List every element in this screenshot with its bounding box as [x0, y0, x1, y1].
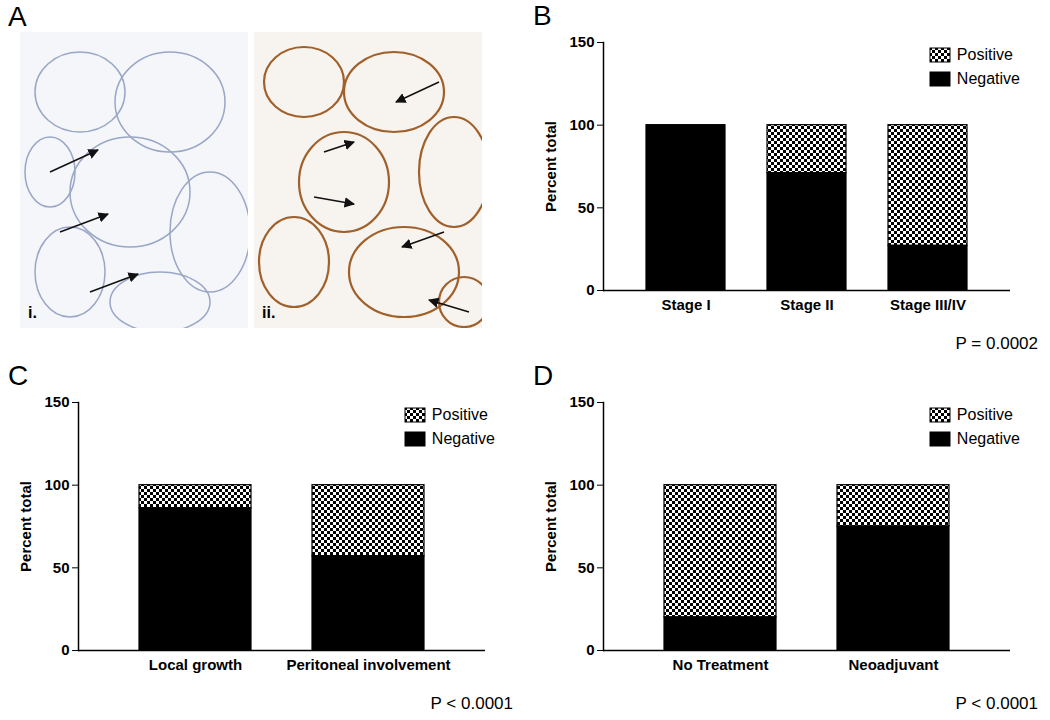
svg-text:100: 100: [44, 476, 69, 493]
svg-text:Stage I: Stage I: [661, 296, 710, 313]
html-text:Negative: Negative: [956, 430, 1020, 447]
html-text:Positive: Positive: [956, 46, 1013, 63]
svg-text:150: 150: [569, 33, 594, 50]
svg-text:0: 0: [61, 641, 69, 658]
svg-text:50: 50: [578, 199, 595, 216]
svg-text:Percent total: Percent total: [542, 121, 559, 212]
svg-text:100: 100: [569, 116, 594, 133]
svg-text:100: 100: [569, 476, 594, 493]
svg-text:ii.: ii.: [262, 304, 275, 321]
html-text:Positive: Positive: [431, 406, 488, 423]
html-text:P = 0.0002: P = 0.0002: [955, 334, 1038, 353]
svg-text:Neoadjuvant: Neoadjuvant: [848, 656, 938, 673]
html-text:D: D: [533, 360, 554, 391]
svg-text:i.: i.: [28, 304, 37, 321]
svg-text:Peritoneal involvement: Peritoneal involvement: [286, 656, 450, 673]
html-text:Positive: Positive: [956, 406, 1013, 423]
html-text:B: B: [533, 0, 552, 31]
svg-text:Stage II: Stage II: [780, 296, 833, 313]
svg-text:50: 50: [53, 559, 70, 576]
svg-text:A: A: [8, 1, 27, 32]
html-text:C: C: [8, 360, 29, 391]
html-text:Negative: Negative: [956, 70, 1020, 87]
html-text:P < 0.0001: P < 0.0001: [430, 694, 513, 713]
html-text:Negative: Negative: [431, 430, 495, 447]
svg-text:Percent total: Percent total: [17, 481, 34, 572]
svg-text:No Treatment: No Treatment: [673, 656, 769, 673]
svg-text:150: 150: [569, 393, 594, 410]
html-text:P < 0.0001: P < 0.0001: [955, 694, 1038, 713]
svg-text:50: 50: [578, 559, 595, 576]
svg-text:Local growth: Local growth: [149, 656, 242, 673]
svg-text:0: 0: [586, 281, 594, 298]
svg-text:0: 0: [586, 641, 594, 658]
svg-text:150: 150: [44, 393, 69, 410]
svg-text:Stage III/IV: Stage III/IV: [890, 296, 966, 313]
svg-text:Percent total: Percent total: [542, 481, 559, 572]
